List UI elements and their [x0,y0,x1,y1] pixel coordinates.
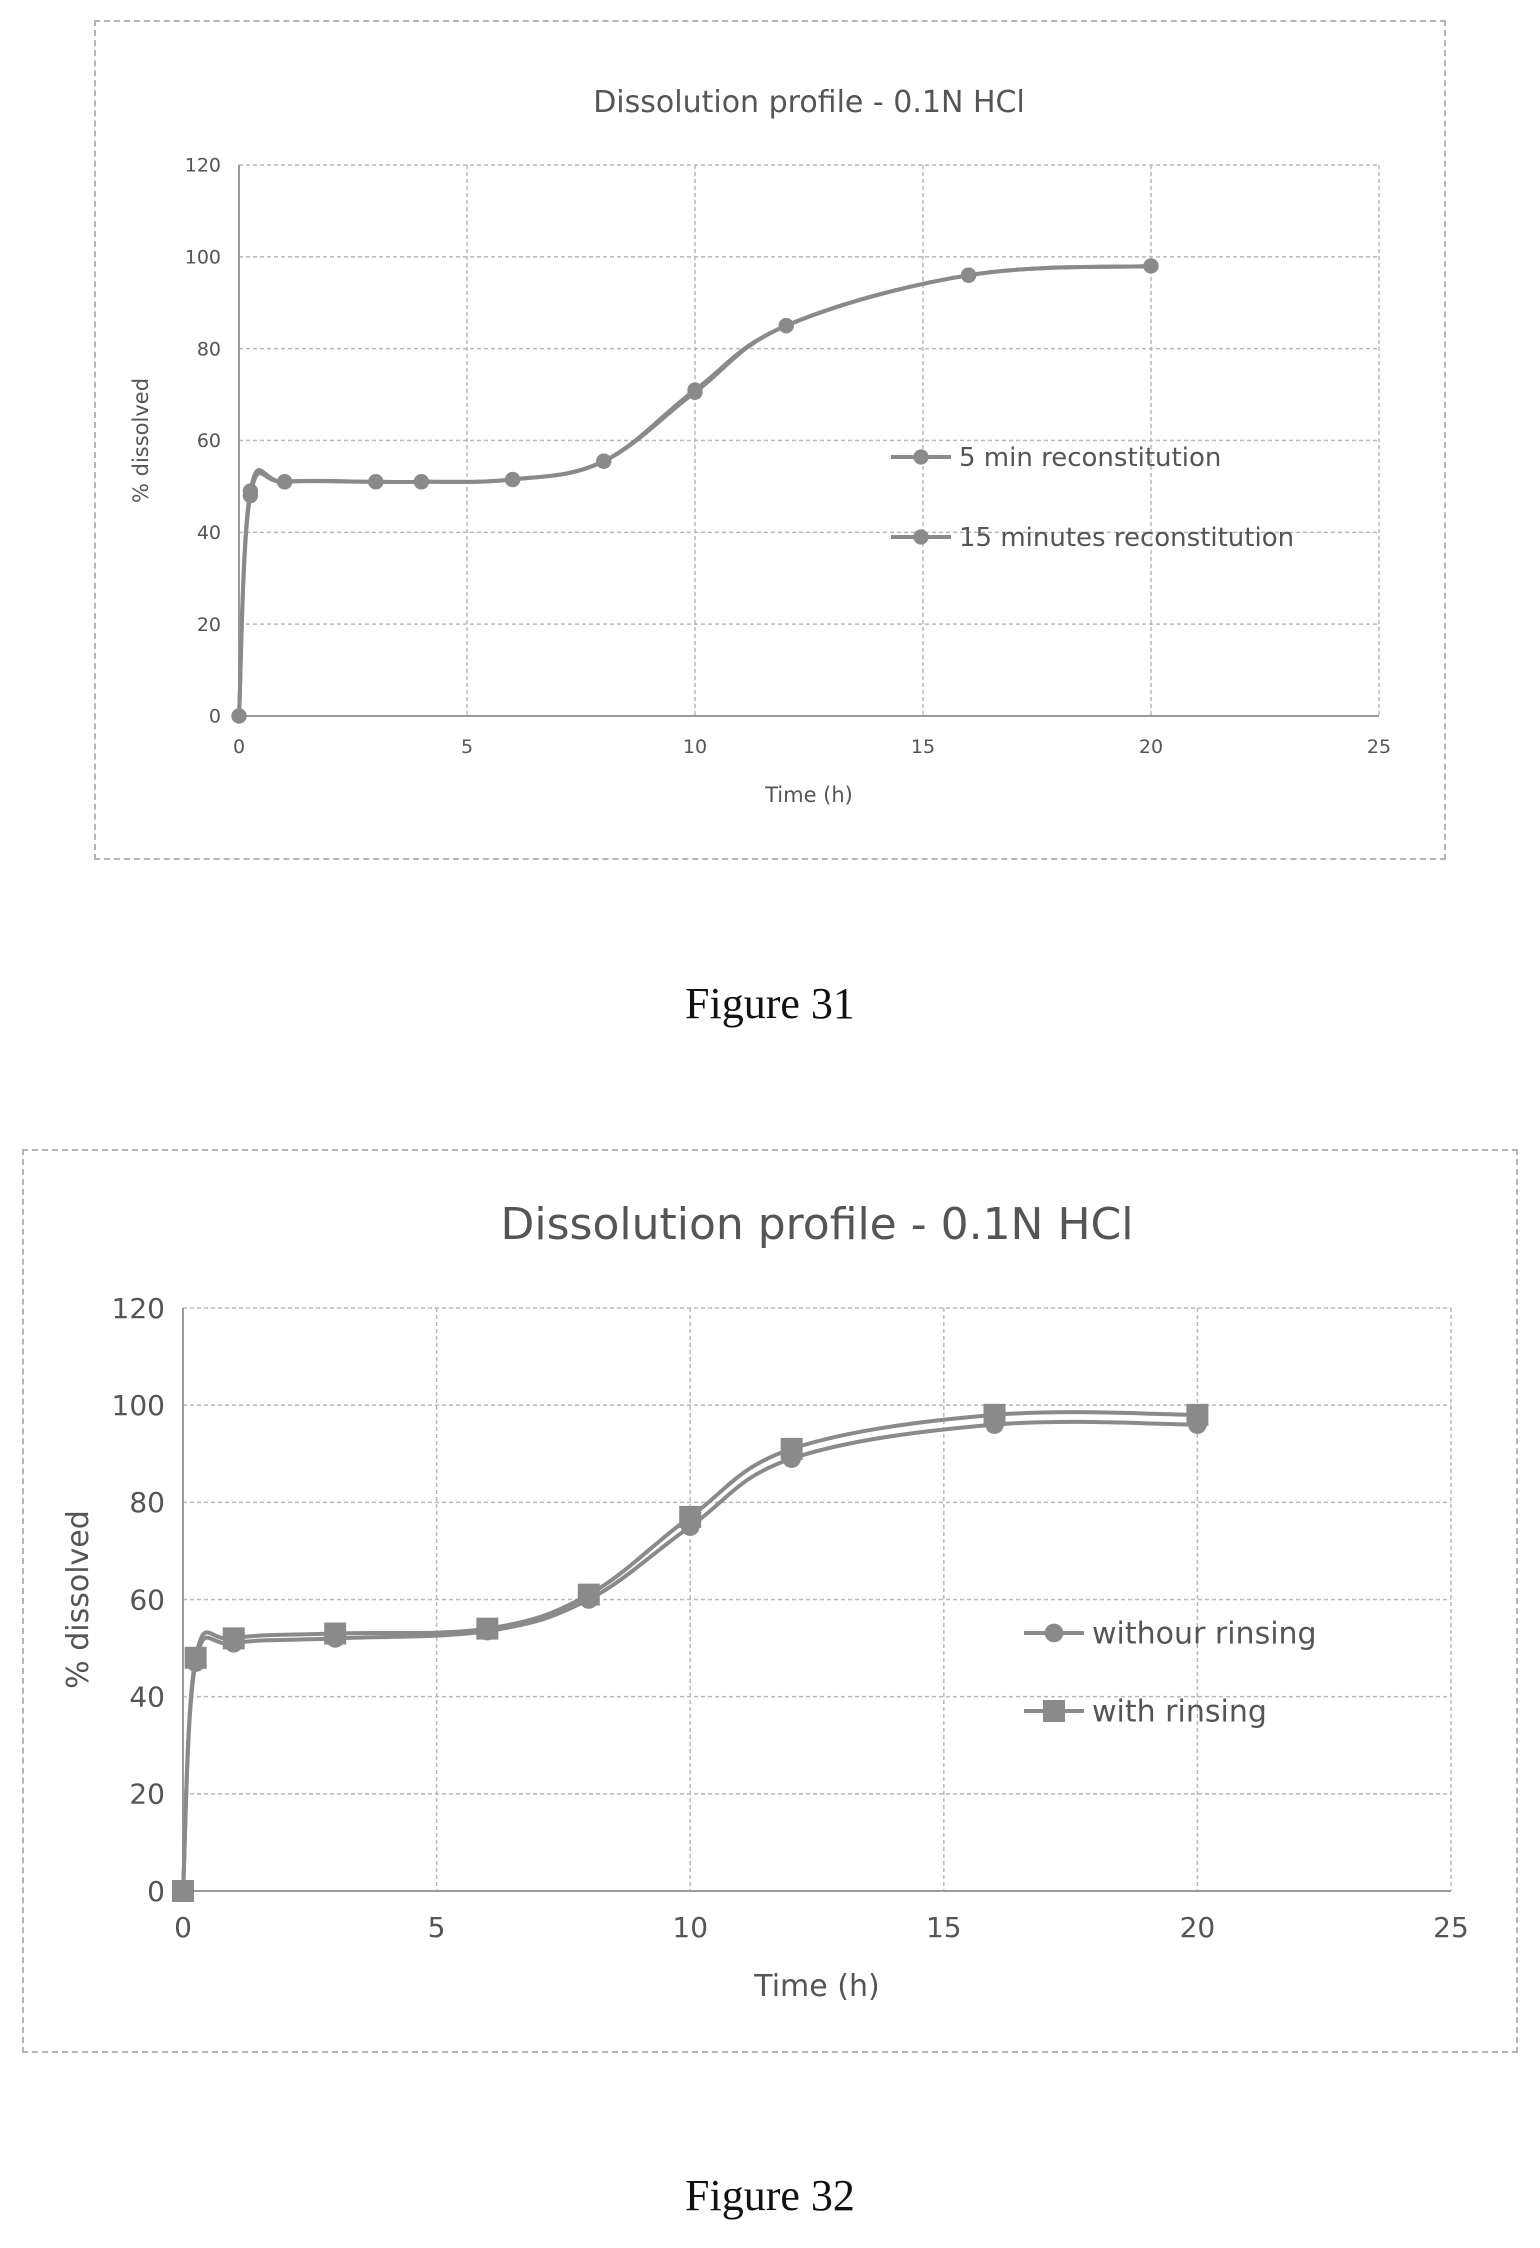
legend-marker [1043,1700,1065,1722]
chart-title: Dissolution profile - 0.1N HCl [501,1199,1134,1250]
data-point [172,1880,194,1902]
series-2 [172,1403,1209,1902]
data-point [324,1622,347,1645]
data-point [960,267,977,283]
y-tick-label: 80 [129,1486,165,1519]
x-tick-label: 20 [1180,1911,1216,1944]
x-tick-label: 25 [1367,736,1391,758]
y-tick-label: 40 [197,522,221,544]
y-tick-label: 20 [129,1778,165,1811]
y-tick-label: 20 [197,614,221,636]
y-tick-label: 100 [185,246,221,268]
y-tick-label: 0 [147,1875,165,1908]
chart-panel-figure-32: Dissolution profile - 0.1N HCl 0 20 40 60 80 1… [22,1149,1518,2053]
y-axis-label: % dissolved [129,378,153,503]
legend-entry-2: with rinsing [1024,1695,1267,1730]
gridlines [182,1307,1452,1892]
figure-caption-32: Figure 32 [685,2171,855,2220]
data-point [184,1646,207,1669]
data-point [231,708,247,724]
data-point [1186,1403,1209,1426]
x-tick-label: 15 [911,736,935,758]
series-line [181,1419,1198,1892]
y-tick-label: 0 [209,706,221,728]
y-tick-label: 120 [185,155,221,177]
data-point [222,1627,245,1650]
y-tick-label: 120 [112,1292,165,1325]
legend-label: withour rinsing [1092,1617,1317,1652]
data-point [778,318,794,334]
figure-caption-31: Figure 31 [685,979,855,1028]
x-axis-label: Time (h) [764,783,853,807]
data-point [983,1403,1006,1426]
series-2 [231,258,1159,724]
data-point [413,474,430,490]
legend-entry-1: withour rinsing [1024,1617,1317,1652]
chart-title: Dissolution profile - 0.1N HCl [593,85,1025,120]
y-tick-label: 60 [197,430,221,452]
y-axis-label: % dissolved [61,1510,96,1689]
x-tick-label: 15 [926,1911,962,1944]
legend-marker [1044,1623,1064,1643]
legend-entry-2: 15 minutes reconstitution [891,523,1294,553]
chart-figure-32: Dissolution profile - 0.1N HCl 0 20 40 60 80 1… [61,1199,1469,2004]
legend-marker [913,449,929,465]
data-point [368,474,384,490]
x-tick-label: 0 [233,736,245,758]
data-point [1143,258,1159,274]
x-tick-label: 0 [174,1911,192,1944]
y-tick-label: 60 [129,1583,165,1616]
legend-label: 5 min reconstitution [959,443,1221,473]
x-tick-label: 5 [428,1911,446,1944]
legend-label: 15 minutes reconstitution [959,523,1294,553]
legend-label: with rinsing [1092,1695,1267,1730]
x-tick-label: 20 [1139,736,1163,758]
series-line [181,1410,1198,1892]
data-point [504,471,521,488]
y-tick-label: 40 [129,1680,165,1713]
chart-figure-31: Dissolution profile - 0.1N HCl 0 20 40 60 80 1… [129,85,1391,807]
data-point [476,1617,499,1640]
x-axis-label: Time (h) [753,1969,879,2004]
data-point [276,474,293,490]
x-tick-label: 10 [683,736,707,758]
legend-entry-1: 5 min reconstitution [891,443,1221,473]
data-point [679,1505,702,1528]
data-point [596,453,612,469]
gridlines [238,164,1380,717]
y-tick-label: 100 [112,1389,165,1422]
x-tick-label: 25 [1433,1911,1469,1944]
data-point [687,384,703,400]
data-point [242,487,259,504]
data-point [577,1583,600,1606]
legend-marker [913,529,929,545]
series-line [237,264,1152,717]
y-tick-label: 80 [197,338,221,360]
data-point [780,1437,803,1460]
x-tick-label: 5 [461,736,473,758]
x-tick-label: 10 [672,1911,708,1944]
chart-panel-figure-31: Dissolution profile - 0.1N HCl 0 20 40 60 80 1… [94,20,1446,860]
